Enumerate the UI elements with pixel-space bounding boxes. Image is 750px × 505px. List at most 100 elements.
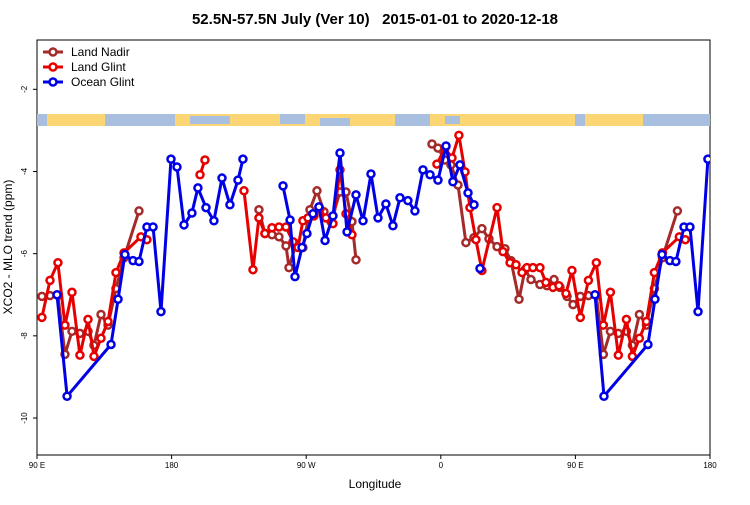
data-point xyxy=(302,228,312,239)
data-point xyxy=(217,173,227,183)
data-point xyxy=(448,177,458,187)
x-tick-label: 180 xyxy=(703,461,717,470)
data-point xyxy=(89,351,99,362)
data-point xyxy=(672,206,683,216)
data-point xyxy=(535,262,545,273)
data-point xyxy=(634,333,645,344)
data-point xyxy=(83,314,93,325)
data-point xyxy=(351,190,361,200)
x-tick-label: 180 xyxy=(165,461,179,470)
legend-label: Land Glint xyxy=(71,60,126,74)
data-point xyxy=(461,237,471,248)
data-point xyxy=(195,170,205,180)
data-point xyxy=(187,208,197,218)
data-point xyxy=(290,271,300,282)
data-point xyxy=(388,220,398,231)
series-line xyxy=(281,144,476,279)
data-point xyxy=(591,257,602,268)
data-point xyxy=(134,206,144,216)
data-point xyxy=(568,299,578,310)
data-point xyxy=(650,294,660,305)
data-point xyxy=(649,267,660,278)
data-point xyxy=(685,222,695,232)
data-point xyxy=(96,333,106,344)
data-point xyxy=(583,275,594,286)
data-point xyxy=(373,213,383,223)
plot-area xyxy=(36,39,711,456)
data-point xyxy=(693,306,703,317)
data-point xyxy=(342,227,352,237)
x-tick-label: 90 E xyxy=(567,461,583,470)
x-tick-label: 0 xyxy=(439,461,444,470)
data-point xyxy=(613,350,624,360)
data-point xyxy=(201,202,211,213)
data-point xyxy=(418,165,428,175)
data-point xyxy=(113,294,123,305)
data-point xyxy=(134,256,144,267)
data-point xyxy=(567,265,577,276)
data-point xyxy=(605,287,616,298)
data-point xyxy=(179,220,189,230)
data-point xyxy=(599,391,609,401)
y-tick-label: -2 xyxy=(20,85,29,93)
data-point xyxy=(634,309,645,320)
data-point xyxy=(193,183,203,193)
data-point xyxy=(297,242,307,253)
data-point xyxy=(427,139,437,149)
data-point xyxy=(37,291,47,302)
y-tick-label: -4 xyxy=(20,167,29,175)
data-point xyxy=(643,339,653,350)
data-point xyxy=(328,211,338,221)
data-point xyxy=(156,306,166,317)
data-point xyxy=(598,320,609,330)
data-point xyxy=(120,249,130,260)
data-point xyxy=(590,290,600,300)
data-point xyxy=(498,246,508,257)
data-point xyxy=(455,160,465,170)
chart-title: 52.5N-57.5N July (Ver 10) 2015-01-01 to … xyxy=(192,11,558,28)
data-point xyxy=(148,222,158,232)
data-point xyxy=(254,213,264,223)
plot-marks xyxy=(37,130,710,401)
data-point xyxy=(200,155,210,165)
data-point xyxy=(410,206,420,216)
data-point xyxy=(492,241,502,252)
data-point xyxy=(657,249,667,260)
data-point xyxy=(67,326,77,337)
data-point xyxy=(260,228,270,239)
data-point xyxy=(463,188,473,198)
data-point xyxy=(281,241,291,251)
x-axis-label: Longitude xyxy=(349,477,402,491)
data-point xyxy=(335,148,345,158)
y-tick-label: -8 xyxy=(20,332,29,340)
legend-label: Land Nadir xyxy=(71,45,130,59)
data-point xyxy=(37,312,47,323)
legend-marker xyxy=(48,47,58,57)
data-point xyxy=(395,193,405,203)
data-point xyxy=(469,200,479,210)
data-point xyxy=(281,222,291,232)
data-point xyxy=(492,202,502,213)
data-point xyxy=(45,275,55,286)
data-point xyxy=(248,264,258,275)
data-point xyxy=(703,154,710,164)
data-point xyxy=(60,320,70,330)
y-axis-label: XCO2 - MLO trend (ppm) xyxy=(1,180,15,315)
data-point xyxy=(238,154,248,164)
data-point xyxy=(320,235,330,246)
data-point xyxy=(433,175,443,185)
legend-marker xyxy=(48,77,58,87)
data-point xyxy=(471,234,481,245)
data-point xyxy=(641,316,652,327)
data-point xyxy=(284,262,294,273)
data-point xyxy=(575,312,586,323)
x-tick-label: 90 E xyxy=(29,461,45,470)
data-point xyxy=(308,209,318,219)
data-point xyxy=(477,223,487,234)
data-point xyxy=(53,257,63,268)
data-point xyxy=(403,195,413,206)
data-point xyxy=(358,216,368,226)
data-point xyxy=(52,290,62,300)
data-point xyxy=(554,280,564,291)
